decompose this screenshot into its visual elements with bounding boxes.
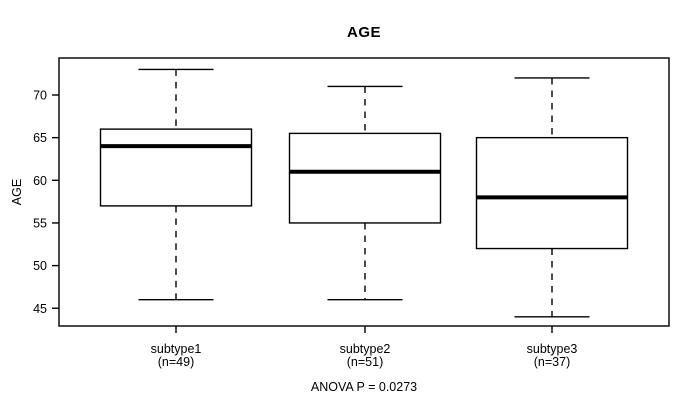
x-label-subtype1: subtype1 bbox=[151, 342, 202, 356]
x-label-subtype2: subtype2 bbox=[340, 342, 391, 356]
x-sublabel-subtype2: (n=51) bbox=[347, 355, 383, 369]
y-tick-label: 70 bbox=[33, 89, 47, 103]
chart-title: AGE bbox=[346, 24, 381, 41]
x-sublabel-subtype1: (n=49) bbox=[158, 355, 194, 369]
y-tick-label: 50 bbox=[33, 259, 47, 273]
iqr-box-subtype1 bbox=[99, 128, 253, 207]
plot-border bbox=[58, 57, 670, 327]
x-sublabel-subtype3: (n=37) bbox=[534, 355, 570, 369]
iqr-box-subtype2 bbox=[288, 132, 442, 224]
iqr-box-subtype3 bbox=[475, 136, 629, 250]
y-tick-label: 55 bbox=[33, 216, 47, 230]
y-tick-label: 45 bbox=[33, 302, 47, 316]
anova-annotation: ANOVA P = 0.0273 bbox=[310, 380, 418, 394]
x-label-subtype3: subtype3 bbox=[527, 342, 578, 356]
y-tick-label: 60 bbox=[33, 174, 47, 188]
y-tick-label: 65 bbox=[33, 131, 47, 145]
